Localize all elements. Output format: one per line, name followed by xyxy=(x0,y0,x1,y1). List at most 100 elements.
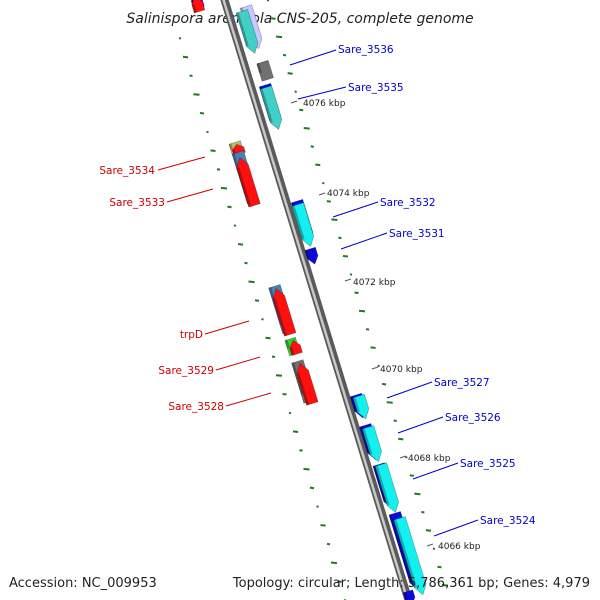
gene-label-sare-3535[interactable]: Sare_3535 xyxy=(348,82,404,94)
gc-dash xyxy=(320,524,326,527)
kbp-label: 4074 kbp xyxy=(327,189,370,199)
connector-line xyxy=(332,201,379,218)
gene-feature-sare-3526[interactable] xyxy=(361,425,384,463)
gc-dash xyxy=(282,53,287,57)
kbp-label: 4068 kbp xyxy=(408,454,451,464)
kbp-label: 4072 kbp xyxy=(353,278,396,288)
gene-feature[interactable] xyxy=(270,287,297,337)
forward-gene-labels: Sare_3536 Sare_3535 Sare_3532 Sare_3531 … xyxy=(338,44,536,527)
gc-dash xyxy=(354,291,359,295)
gene-feature-sare-3524[interactable] xyxy=(393,516,429,596)
gene-label-sare-3529[interactable]: Sare_3529 xyxy=(158,365,214,377)
gene-label-trpd[interactable]: trpD xyxy=(180,329,203,341)
gc-dash xyxy=(337,580,342,583)
gc-dash xyxy=(349,273,353,276)
gc-dash xyxy=(265,336,271,340)
gc-dash xyxy=(425,529,432,532)
gc-dash xyxy=(338,236,342,240)
gene-label-sare-3531[interactable]: Sare_3531 xyxy=(389,228,445,240)
gene-label-sare-3526[interactable]: Sare_3526 xyxy=(445,412,501,424)
connector-line xyxy=(157,156,206,171)
kbp-tick-4068: 4068 kbp xyxy=(399,454,451,464)
gc-dash xyxy=(358,309,366,313)
gc-dash xyxy=(266,0,270,2)
gene-label-sare-3528[interactable]: Sare_3528 xyxy=(168,401,224,413)
gc-dash xyxy=(182,55,189,59)
connector-line xyxy=(412,462,459,480)
connector-line xyxy=(297,86,347,100)
gc-dash xyxy=(210,149,216,152)
gc-dash xyxy=(309,486,315,490)
gene-feature[interactable] xyxy=(402,589,417,600)
gc-dash xyxy=(303,467,310,471)
gc-dash xyxy=(377,364,380,368)
gene-feature-sare-3535[interactable] xyxy=(259,85,284,132)
gc-dash xyxy=(404,456,408,459)
gc-dash xyxy=(275,374,283,377)
gc-dash xyxy=(331,218,338,221)
kbp-tick-4076: 4076 kbp xyxy=(290,99,346,109)
connector-line xyxy=(289,49,337,66)
gc-dash xyxy=(370,346,376,349)
gc-dash xyxy=(254,299,260,302)
accession-text: Accession: NC_009953 xyxy=(9,576,157,591)
gene-label-sare-3533[interactable]: Sare_3533 xyxy=(109,197,165,209)
gc-dash xyxy=(261,318,264,321)
gc-dash xyxy=(393,419,397,423)
gc-dash xyxy=(315,163,321,167)
gc-dash xyxy=(322,181,325,185)
gc-dash xyxy=(275,35,283,39)
gene-feature[interactable] xyxy=(288,339,303,356)
gene-features xyxy=(190,0,429,600)
genome-backbone xyxy=(220,0,413,600)
gene-feature-sare-3532[interactable] xyxy=(291,202,316,249)
gene-feature-sare-3525[interactable] xyxy=(374,462,401,514)
gene-feature-sare-3536[interactable] xyxy=(256,60,274,82)
gene-label-sare-3525[interactable]: Sare_3525 xyxy=(460,458,516,470)
gc-dash xyxy=(193,93,200,96)
gc-dash xyxy=(248,280,255,284)
gc-dash xyxy=(299,108,304,112)
gc-dash xyxy=(382,382,387,386)
gene-feature[interactable] xyxy=(235,9,260,56)
connector-line xyxy=(225,392,272,407)
gene-label-sare-3534[interactable]: Sare_3534 xyxy=(99,165,155,177)
gene-feature-sare-3531[interactable] xyxy=(304,246,320,266)
gene-feature[interactable] xyxy=(234,156,261,208)
gc-dash xyxy=(237,243,244,246)
gc-dash xyxy=(220,186,228,190)
gc-dash xyxy=(282,392,287,396)
gc-dash-tracks xyxy=(178,0,449,600)
gc-dash xyxy=(288,411,292,415)
gc-dash xyxy=(437,565,442,569)
kbp-tick-4074: 4074 kbp xyxy=(318,189,370,199)
connector-line xyxy=(340,232,388,250)
map-title: Salinispora arenicola CNS-205, complete … xyxy=(126,11,473,27)
gc-dash xyxy=(365,328,370,331)
gc-dash xyxy=(398,437,404,441)
connector-line xyxy=(204,320,250,335)
gc-dash xyxy=(316,505,319,508)
gc-dash xyxy=(233,224,237,227)
gene-label-sare-3532[interactable]: Sare_3532 xyxy=(380,197,436,209)
gc-dash xyxy=(330,561,338,565)
connector-line xyxy=(215,356,261,371)
gc-dash xyxy=(432,547,436,550)
gene-feature-sare-3527[interactable] xyxy=(352,393,372,420)
gc-dash xyxy=(299,449,303,452)
topology-text: Topology: circular; Length: 5,786,361 bp… xyxy=(232,576,590,591)
gc-dash xyxy=(303,126,310,130)
gene-feature[interactable] xyxy=(190,0,206,14)
gene-feature[interactable] xyxy=(294,362,319,406)
gc-dash xyxy=(409,474,414,477)
gene-label-sare-3524[interactable]: Sare_3524 xyxy=(480,515,536,527)
gene-label-sare-3536[interactable]: Sare_3536 xyxy=(338,44,394,56)
connector-line xyxy=(166,188,214,203)
gene-label-sare-3527[interactable]: Sare_3527 xyxy=(434,377,490,389)
gc-dash xyxy=(310,145,314,148)
gc-dash xyxy=(206,130,209,134)
kbp-label: 4070 kbp xyxy=(380,365,423,375)
gc-dash xyxy=(441,584,449,587)
kbp-label: 4066 kbp xyxy=(438,542,481,552)
gc-dash xyxy=(292,430,299,433)
